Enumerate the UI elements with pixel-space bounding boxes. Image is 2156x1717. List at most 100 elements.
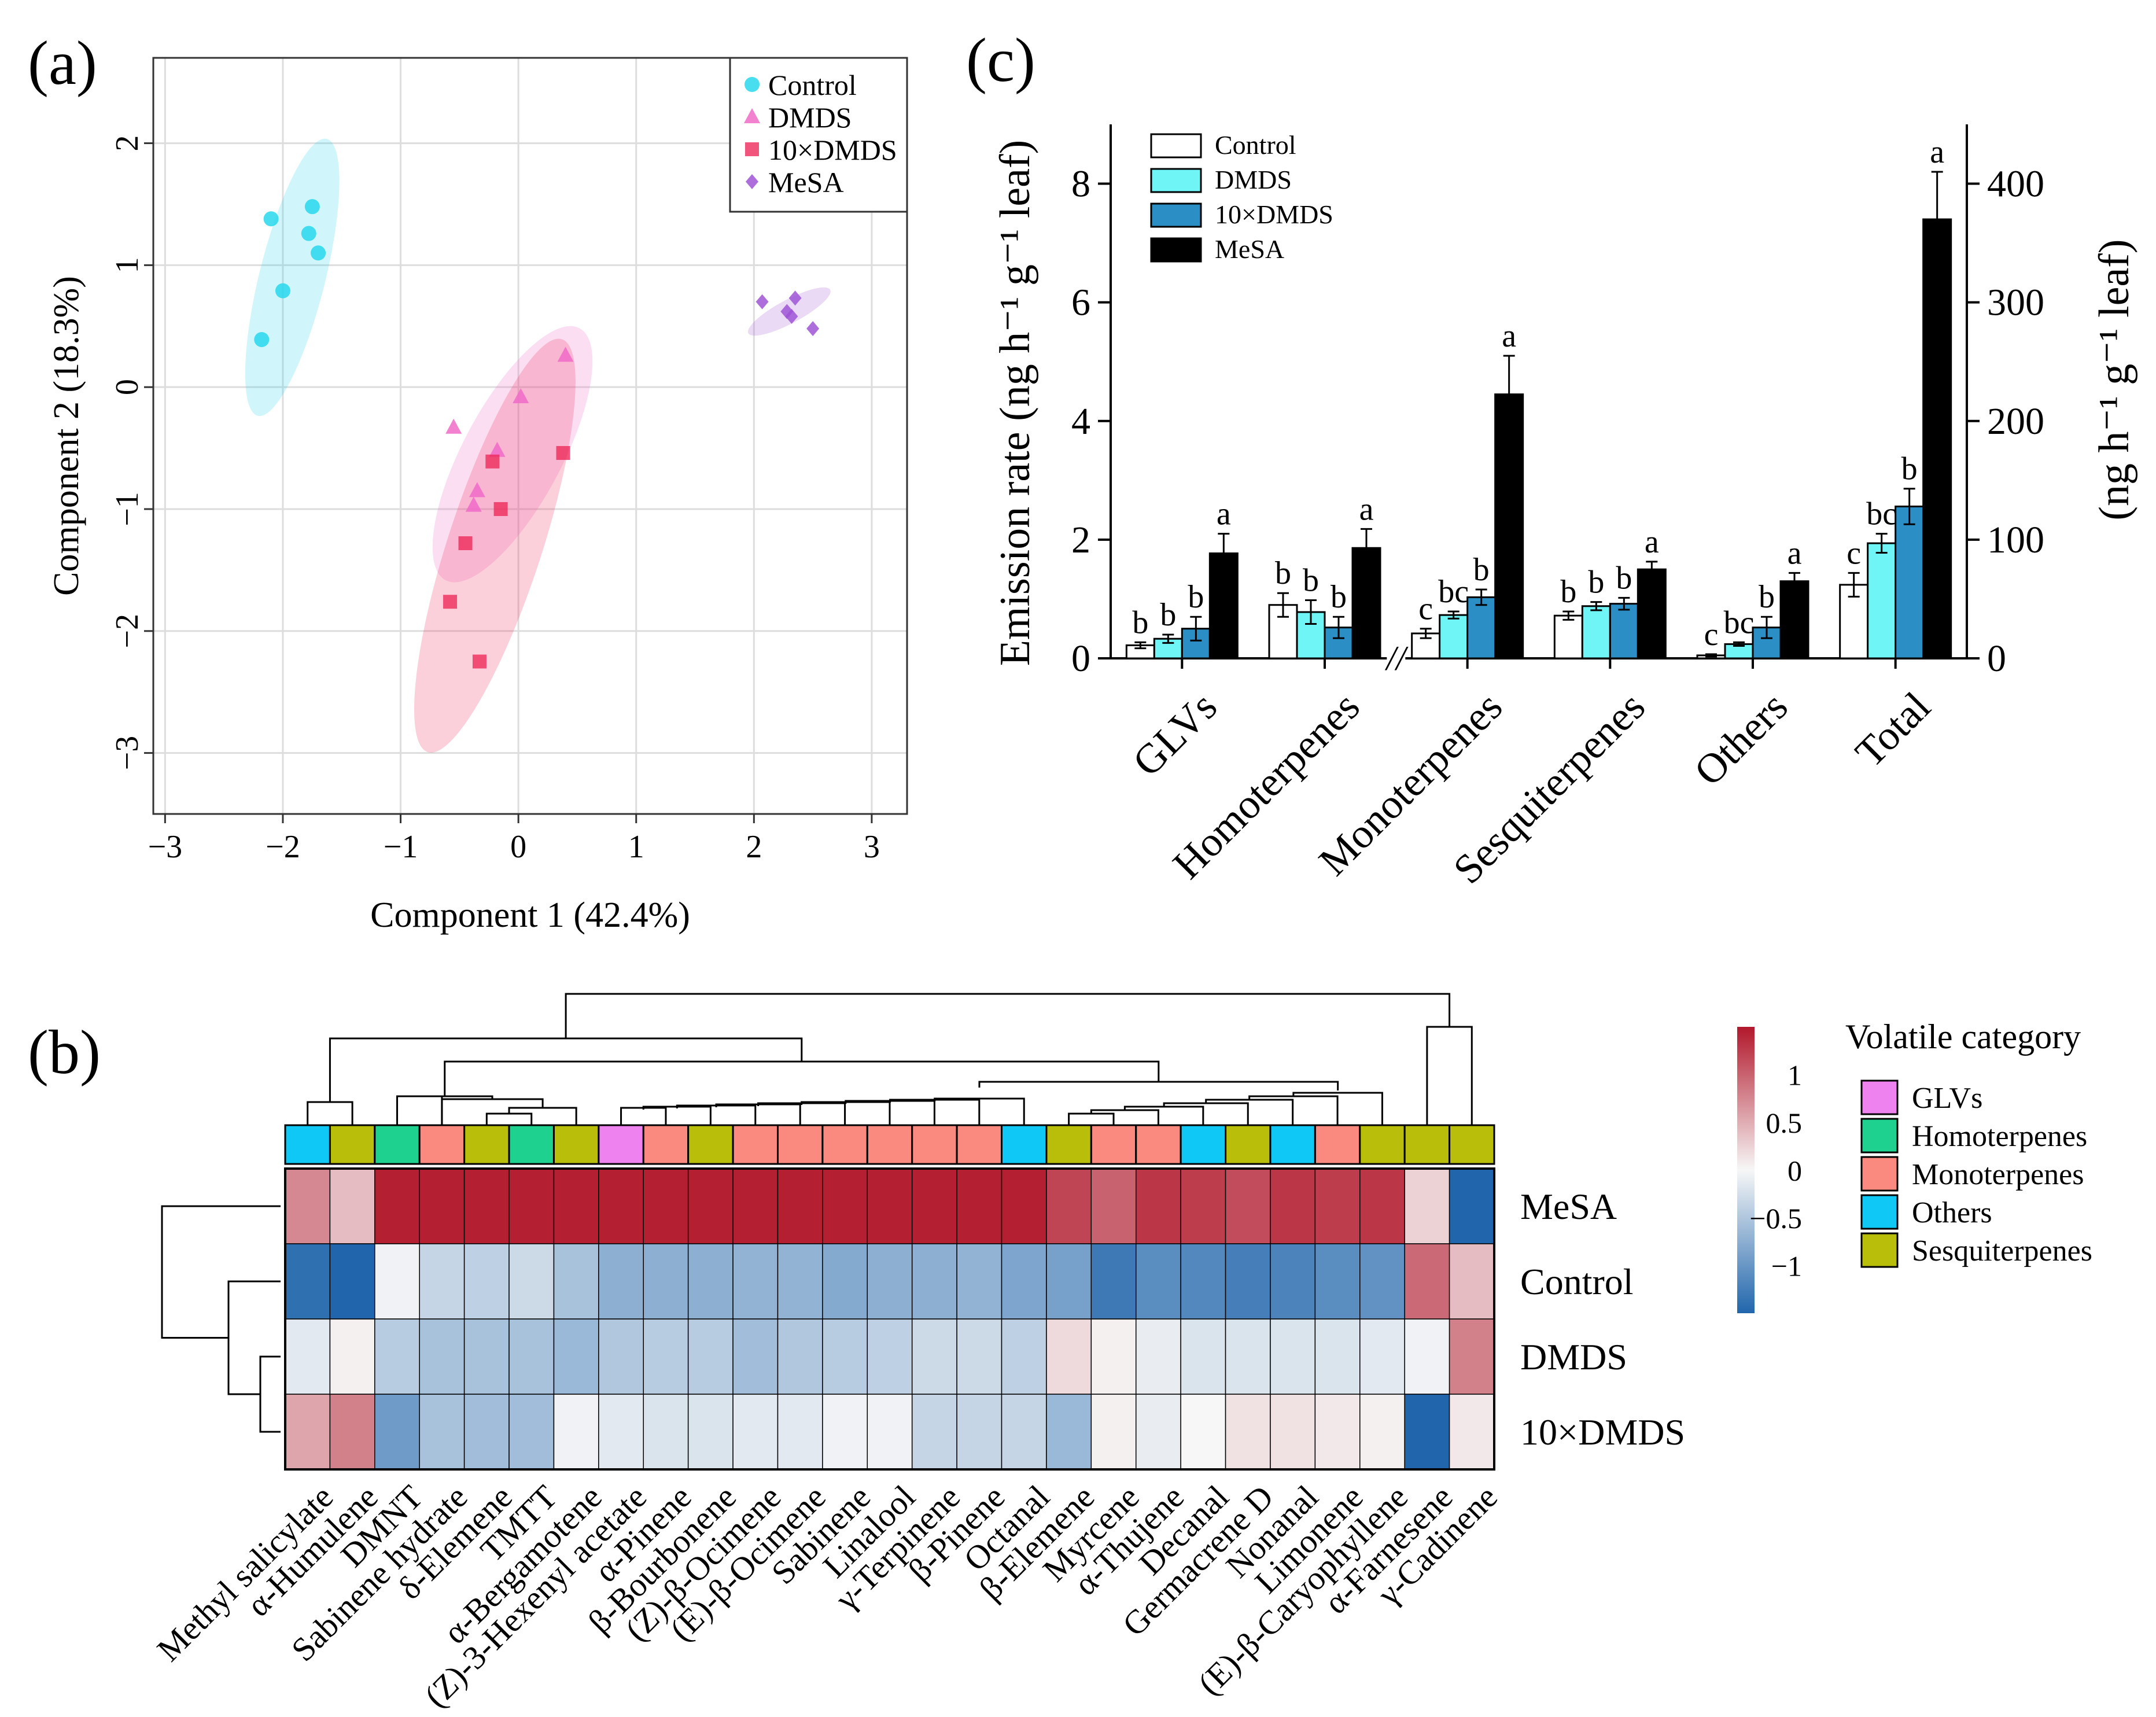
heatmap-cell: [1180, 1243, 1226, 1320]
data-point-mesa: [785, 308, 798, 324]
significance-letter: b: [1588, 565, 1604, 600]
legend-label-control: Control: [768, 69, 857, 101]
x-tick-label: Total: [1847, 683, 1939, 776]
heatmap-cell: [956, 1394, 1003, 1470]
category-strip-cell: [284, 1124, 331, 1165]
heatmap-cell: [1180, 1168, 1226, 1244]
dendrogram-link: [1292, 1092, 1383, 1125]
category-legend-label: Monoterpenes: [1912, 1158, 2084, 1191]
heatmap-cell: [867, 1243, 913, 1320]
y-tick-label-left: 2: [1071, 519, 1090, 561]
y-axis-title: Component 2 (18.3%): [47, 276, 86, 596]
heatmap-cell: [1135, 1318, 1181, 1395]
dendrogram-link: [757, 1102, 846, 1125]
heatmap-cell: [1404, 1168, 1450, 1244]
data-point-mesa: [806, 320, 820, 336]
data-point-control: [301, 226, 316, 241]
legend-label-mesa: MeSA: [768, 166, 844, 198]
category-strip-cell: [956, 1124, 1003, 1165]
heatmap-cell: [732, 1243, 779, 1320]
category-legend-swatch: [1860, 1079, 1899, 1115]
dendrogram-link: [978, 1081, 1339, 1090]
heatmap-cell: [1135, 1168, 1181, 1244]
y-tick-label: 0: [109, 379, 145, 395]
y-tick-label-left: 0: [1071, 638, 1090, 680]
category-strip-cell: [1225, 1124, 1272, 1165]
heatmap-cell: [508, 1394, 555, 1470]
dendrogram-link: [485, 1112, 533, 1125]
data-point-dmds: [469, 482, 485, 498]
heatmap-cell: [956, 1318, 1003, 1395]
dendrogram-link: [396, 1095, 493, 1125]
category-strip-cell: [1135, 1124, 1182, 1165]
heatmap-cell: [374, 1168, 420, 1244]
heatmap-cell: [732, 1318, 779, 1395]
category-strip-cell: [1449, 1124, 1495, 1165]
significance-letter: bc: [1724, 605, 1755, 640]
ellipse-layer: [245, 138, 831, 753]
heatmap-cell: [911, 1168, 957, 1244]
y-tick-label-left: 4: [1071, 400, 1090, 443]
heatmap-cell: [643, 1168, 689, 1244]
dendrogram-link: [565, 993, 1451, 1038]
dendrogram-link: [508, 1107, 577, 1125]
heatmap-cell: [285, 1243, 331, 1320]
heatmap-cell: [1404, 1243, 1450, 1320]
heatmap-cell: [1046, 1318, 1092, 1395]
significance-letter: c: [1704, 617, 1719, 653]
bar-bar_dmds10: [1466, 596, 1497, 659]
data-point-mesa: [788, 290, 802, 306]
heatmap-cell: [687, 1318, 734, 1395]
legend-swatch-bar_dmds10: [1150, 202, 1202, 228]
x-tick-label: Others: [1685, 683, 1796, 794]
dendrogram-link: [1068, 1112, 1115, 1125]
significance-letter: b: [1303, 562, 1319, 598]
heatmap-cell: [1359, 1168, 1405, 1244]
bar-bar_mesa: [1637, 568, 1667, 659]
y-tick-label-right: 300: [1987, 282, 2044, 324]
category-strip-cell: [821, 1124, 868, 1165]
x-tick-label: GLVs: [1124, 683, 1226, 785]
heatmap-cell: [1225, 1243, 1271, 1320]
heatmap-cell: [463, 1243, 510, 1320]
heatmap-cell: [732, 1168, 779, 1244]
data-point-dmds: [513, 388, 529, 404]
dendrogram-link: [642, 1106, 712, 1125]
heatmap-cell: [374, 1318, 420, 1395]
heatmap-cell: [1449, 1318, 1495, 1395]
heatmap-cell: [463, 1394, 510, 1470]
dendrogram-link: [676, 1104, 757, 1125]
heatmap-cell: [777, 1318, 823, 1395]
bar-bar_mesa: [1494, 393, 1524, 659]
heatmap-cell: [1135, 1394, 1181, 1470]
significance-letter: b: [1132, 605, 1148, 640]
significance-letter: bc: [1866, 496, 1897, 532]
x-tick-label: 2: [746, 829, 762, 865]
category-strip-cell: [911, 1124, 958, 1165]
heatmap-cell: [1314, 1318, 1361, 1395]
heatmap-cell: [777, 1243, 823, 1320]
legend-swatch-bar_dmds: [1150, 168, 1202, 193]
heatmap-cell: [1046, 1243, 1092, 1320]
panel-label-c: (c): [966, 26, 1035, 95]
significance-letter: a: [1359, 491, 1374, 527]
heatmap-cell: [1270, 1394, 1316, 1470]
category-strip-cell: [418, 1124, 466, 1165]
heatmap-cell: [911, 1243, 957, 1320]
significance-letter: b: [1560, 574, 1576, 610]
bar-bar_dmds: [1867, 542, 1897, 659]
heatmap-cell: [463, 1168, 510, 1244]
heatmap-cell: [598, 1243, 644, 1320]
data-point-dmds10: [493, 502, 508, 516]
heatmap-cell: [1046, 1168, 1092, 1244]
data-point-control: [263, 211, 279, 227]
heatmap-cell: [956, 1243, 1003, 1320]
x-axis-title: Component 1 (42.4%): [370, 896, 690, 935]
heatmap-cell: [822, 1168, 868, 1244]
heatmap-cell: [867, 1394, 913, 1470]
axis-break-mask: [1387, 651, 1406, 665]
axis-break-mark: //: [1385, 639, 1409, 677]
legend-label-dmds10: 10×DMDS: [768, 134, 897, 166]
category-strip-cell: [866, 1124, 913, 1165]
category-strip-cell: [463, 1124, 510, 1165]
